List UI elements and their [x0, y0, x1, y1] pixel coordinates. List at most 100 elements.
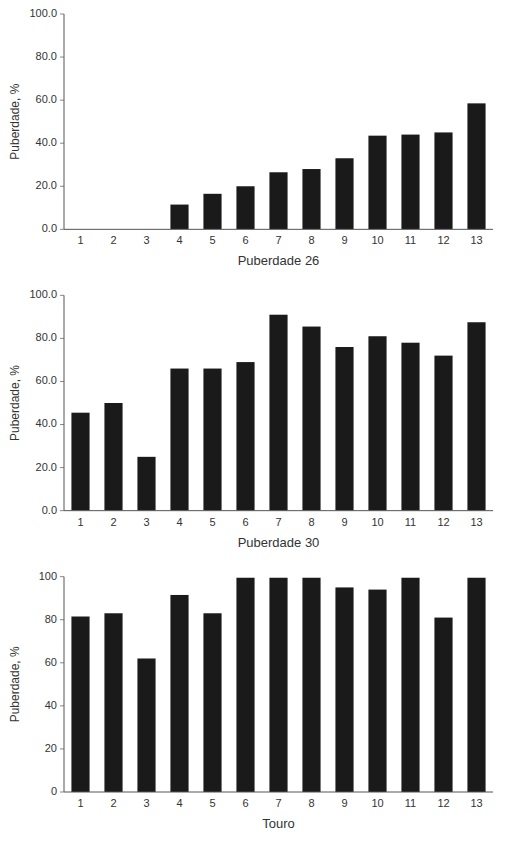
bar — [236, 578, 254, 792]
x-axis-line — [64, 229, 493, 230]
x-tick-label: 2 — [110, 516, 116, 528]
x-tick-label: 1 — [77, 516, 83, 528]
y-tick-label: 60.0 — [36, 93, 57, 105]
x-axis-label: Puberdade 26 — [238, 253, 320, 268]
bar — [170, 369, 188, 511]
x-tick-label: 5 — [209, 234, 215, 246]
x-tick-label: 2 — [110, 234, 116, 246]
x-tick-label: 7 — [275, 516, 281, 528]
x-tick-label: 1 — [77, 234, 83, 246]
x-axis-line — [64, 510, 493, 511]
y-tick-label: 40.0 — [36, 417, 57, 429]
x-tick-label: 10 — [371, 234, 383, 246]
y-axis-line — [64, 577, 65, 792]
panel: 02040608010012345678910111213TouroPuberd… — [8, 570, 493, 831]
x-tick-label: 3 — [143, 797, 149, 809]
bar — [236, 362, 254, 511]
y-tick-label: 0.0 — [42, 222, 57, 234]
x-tick-label: 9 — [341, 516, 347, 528]
y-tick — [60, 619, 64, 620]
x-tick-label: 4 — [176, 797, 182, 809]
bar — [104, 403, 122, 511]
bars — [170, 103, 485, 229]
x-tick-label: 11 — [405, 516, 416, 528]
bar — [269, 172, 287, 229]
y-tick-label: 0.0 — [42, 504, 57, 516]
y-tick-label: 100.0 — [29, 7, 57, 19]
bar — [71, 413, 89, 511]
x-tick-label: 2 — [110, 797, 116, 809]
bar — [104, 613, 122, 792]
bar — [137, 457, 155, 511]
x-tick-label: 10 — [371, 516, 383, 528]
bar — [467, 578, 485, 792]
bars — [71, 578, 485, 792]
x-tick-label: 7 — [275, 234, 281, 246]
y-tick-label: 40.0 — [36, 136, 57, 148]
y-tick — [60, 424, 64, 425]
bar — [335, 158, 353, 229]
x-tick-label: 6 — [242, 516, 248, 528]
bar — [335, 347, 353, 511]
bar — [203, 369, 221, 511]
y-tick — [60, 143, 64, 144]
x-tick-label: 11 — [405, 234, 416, 246]
x-tick-label: 12 — [437, 516, 449, 528]
y-tick-label: 0 — [51, 785, 57, 797]
x-tick-label: 4 — [176, 234, 182, 246]
x-tick-label: 5 — [209, 516, 215, 528]
x-tick-label: 9 — [341, 797, 347, 809]
bar — [269, 315, 287, 511]
y-tick — [60, 792, 64, 793]
y-tick — [60, 229, 64, 230]
y-tick-label: 20.0 — [36, 461, 57, 473]
bar — [170, 595, 188, 792]
bar — [302, 169, 320, 229]
y-axis-label: Puberdade, % — [8, 365, 22, 441]
y-axis-label: Puberdade, % — [8, 646, 22, 722]
bar — [335, 587, 353, 792]
x-axis-label: Touro — [262, 816, 295, 831]
x-tick-label: 12 — [437, 797, 449, 809]
bar — [467, 103, 485, 229]
bar — [71, 617, 89, 792]
y-tick-label: 80 — [45, 613, 57, 625]
y-tick-label: 60 — [45, 656, 57, 668]
y-tick-label: 20.0 — [36, 179, 57, 191]
y-tick — [60, 662, 64, 663]
y-tick — [60, 467, 64, 468]
bar — [269, 578, 287, 792]
bar — [434, 132, 452, 229]
x-tick-label: 13 — [470, 234, 482, 246]
y-tick — [60, 576, 64, 577]
x-tick-label: 13 — [470, 516, 482, 528]
y-tick-label: 60.0 — [36, 374, 57, 386]
y-tick-label: 20 — [45, 742, 57, 754]
x-tick-label: 8 — [308, 797, 314, 809]
y-tick — [60, 100, 64, 101]
x-axis-line — [64, 792, 493, 793]
x-tick-label: 8 — [308, 234, 314, 246]
y-tick-label: 40 — [45, 699, 57, 711]
y-tick — [60, 381, 64, 382]
y-tick — [60, 186, 64, 187]
bars — [71, 315, 485, 511]
bar — [236, 186, 254, 229]
x-tick-label: 4 — [176, 516, 182, 528]
y-tick — [60, 338, 64, 339]
bar — [368, 590, 386, 792]
x-tick-label: 10 — [371, 797, 383, 809]
bar — [368, 336, 386, 510]
bar — [401, 135, 419, 230]
bar — [302, 327, 320, 511]
y-axis-line — [64, 295, 65, 510]
bar — [401, 578, 419, 792]
bar — [434, 356, 452, 511]
y-tick-label: 80.0 — [36, 50, 57, 62]
bar — [434, 618, 452, 792]
figure: 0.020.040.060.080.0100.01234567891011121… — [0, 0, 507, 844]
x-tick-label: 7 — [275, 797, 281, 809]
x-axis-label: Puberdade 30 — [238, 535, 320, 550]
bar — [368, 136, 386, 230]
panel: 0.020.040.060.080.0100.01234567891011121… — [8, 288, 493, 549]
